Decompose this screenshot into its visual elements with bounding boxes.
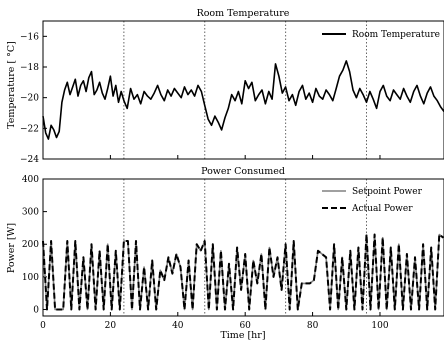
legend-label-room-temperature: Room Temperature xyxy=(352,30,440,40)
y-tick-label: 100 xyxy=(22,273,39,283)
legend: Setpoint Power Actual Power xyxy=(322,187,423,214)
x-axis-label: Time [hr] xyxy=(220,330,265,341)
x-tick-label: 20 xyxy=(105,321,117,331)
chart-title: Room Temperature xyxy=(197,8,290,19)
y-axis-label: Temperature [ °C] xyxy=(6,41,17,129)
y-tick-label: 200 xyxy=(22,240,39,250)
plot-frame xyxy=(42,178,444,317)
y-tick-label: −18 xyxy=(20,63,39,73)
chart-title: Power Consumed xyxy=(201,166,285,177)
x-tick-label: 40 xyxy=(172,321,184,331)
y-axis-label: Power [W] xyxy=(6,223,17,273)
power-panel: Power Consumed Power [W] Time [hr] 0 20 40… xyxy=(6,166,444,341)
x-tick-label: 60 xyxy=(239,321,251,331)
legend-label-actual-power: Actual Power xyxy=(351,204,413,214)
series-line-actual-power xyxy=(42,233,444,311)
plot-frame xyxy=(42,20,444,160)
temperature-panel: Room Temperature Temperature [ °C] −22−2… xyxy=(6,8,444,165)
x-tick-label: 80 xyxy=(307,321,319,331)
y-tick-label: −16 xyxy=(20,32,39,42)
series-line-room-temperature xyxy=(42,60,444,140)
y-tick-label: −22 xyxy=(20,124,39,134)
y-tick-label: −20 xyxy=(20,94,39,104)
y-tick-label: 300 xyxy=(22,208,39,218)
y-tick-label: −24 xyxy=(20,155,39,165)
y-tick-label: 400 xyxy=(22,175,39,185)
y-tick-label: 0 xyxy=(33,305,39,315)
temperature-marks: −22 −20 −18 −16 −24 xyxy=(20,21,444,165)
legend: Room Temperature xyxy=(322,30,440,40)
legend-label-setpoint-power: Setpoint Power xyxy=(352,187,423,197)
x-tick-label: 100 xyxy=(371,321,388,331)
x-tick-label: 0 xyxy=(40,321,46,331)
power-marks: 0 20 40 60 80 100 0 100 200 300 400 xyxy=(22,175,444,331)
